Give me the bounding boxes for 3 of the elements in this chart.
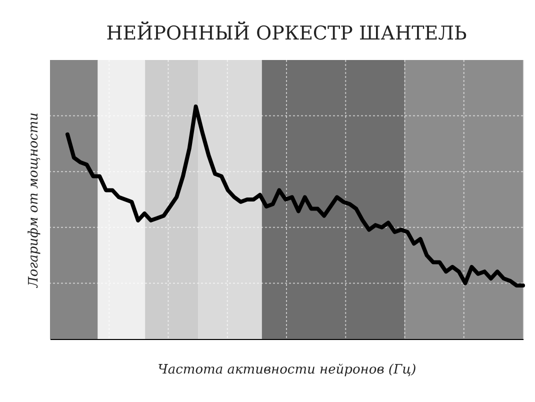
y-axis-title: Логарифм от мощности [26, 112, 42, 289]
x-axis-title: Частота активности нейронов (Гц) [158, 362, 416, 378]
chart-title: НЕЙРОННЫЙ ОРКЕСТР ШАНТЕЛЬ [106, 20, 468, 44]
